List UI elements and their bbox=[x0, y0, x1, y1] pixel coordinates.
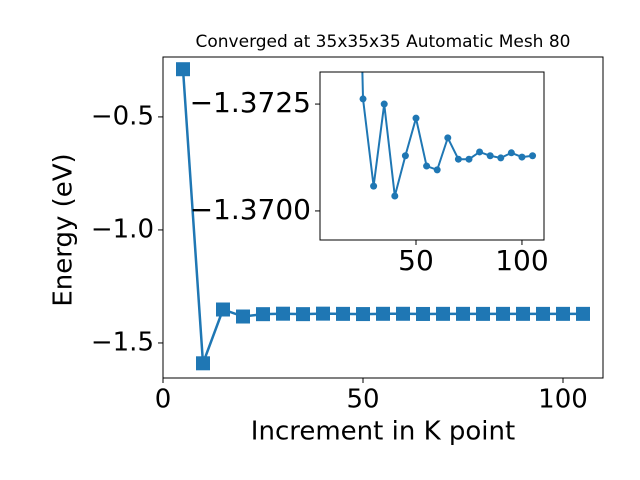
data-point bbox=[391, 192, 399, 200]
data-point bbox=[576, 306, 590, 321]
chart-title: Converged at 35x35x35 Automatic Mesh 80 bbox=[196, 32, 571, 52]
data-point bbox=[356, 307, 370, 322]
data-point bbox=[497, 154, 505, 162]
data-point bbox=[380, 100, 388, 108]
y-tick-label: −1.3700 bbox=[190, 193, 311, 226]
y-tick-label: −1.5 bbox=[91, 327, 154, 357]
x-tick-label: 50 bbox=[398, 244, 434, 277]
data-point bbox=[196, 356, 210, 371]
plot-data bbox=[176, 62, 590, 371]
data-point bbox=[556, 306, 570, 321]
data-point bbox=[256, 307, 270, 322]
data-point bbox=[401, 152, 409, 160]
data-point bbox=[465, 155, 473, 163]
y-tick-label: −1.0 bbox=[91, 214, 154, 244]
data-point bbox=[296, 307, 310, 322]
data-point bbox=[433, 166, 441, 174]
x-tick-label: 100 bbox=[495, 244, 548, 277]
data-point bbox=[276, 306, 290, 321]
data-point bbox=[376, 306, 390, 321]
plot-data bbox=[359, 72, 537, 200]
data-point bbox=[423, 162, 431, 170]
x-axis-label: Increment in K point bbox=[251, 417, 515, 447]
data-point bbox=[536, 306, 550, 321]
data-point bbox=[496, 306, 510, 321]
data-point bbox=[476, 306, 490, 321]
x-tick-label: 50 bbox=[346, 385, 379, 415]
data-point bbox=[236, 309, 250, 324]
data-point bbox=[436, 306, 450, 321]
data-point bbox=[370, 182, 378, 190]
data-point bbox=[456, 306, 470, 321]
data-point bbox=[416, 306, 430, 321]
data-point bbox=[316, 306, 330, 321]
data-point bbox=[359, 95, 367, 103]
y-tick-label: −0.5 bbox=[91, 101, 154, 131]
data-point bbox=[516, 306, 530, 321]
data-point bbox=[454, 155, 462, 163]
x-tick-label: 100 bbox=[538, 385, 588, 415]
x-tick-label: 0 bbox=[155, 385, 172, 415]
axes-frame bbox=[319, 71, 545, 241]
data-point bbox=[176, 62, 190, 77]
y-axis-label: Energy (eV) bbox=[49, 153, 79, 306]
data-point bbox=[444, 134, 452, 142]
data-point bbox=[507, 149, 515, 157]
data-point bbox=[518, 153, 526, 161]
data-point bbox=[476, 148, 484, 156]
data-point bbox=[336, 306, 350, 321]
data-point bbox=[486, 152, 494, 160]
data-point bbox=[529, 152, 537, 160]
axes-frame bbox=[162, 56, 604, 379]
data-point bbox=[396, 306, 410, 321]
data-point bbox=[216, 302, 230, 317]
y-tick-label: −1.3725 bbox=[190, 86, 311, 119]
data-point bbox=[412, 114, 420, 122]
